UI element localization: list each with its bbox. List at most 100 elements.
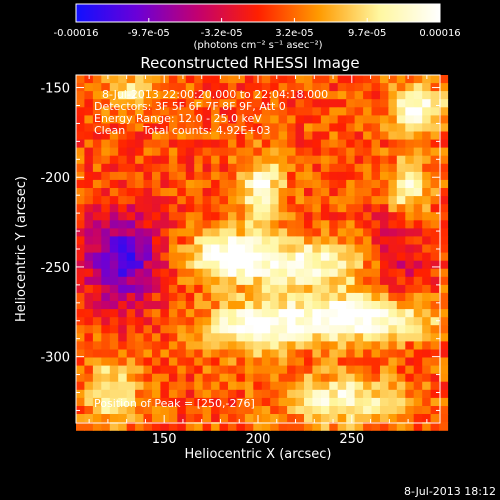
heatmap-cell [211,99,221,108]
heatmap-cell [219,284,229,294]
heatmap-cell [380,131,389,141]
heatmap-cell [337,83,347,92]
heatmap-cell [109,284,119,294]
heatmap-cell [430,236,440,246]
heatmap-cell [84,220,94,229]
heatmap-cell [143,325,153,334]
heatmap-cell [413,155,423,165]
heatmap-cell [160,83,170,92]
heatmap-cell [270,204,280,213]
heatmap-cell [143,357,153,367]
heatmap-cell [363,333,373,342]
heatmap-cell [304,220,313,229]
heatmap-cell [202,171,212,181]
heatmap-cell [211,188,221,197]
heatmap-cell [304,228,313,238]
heatmap-cell [405,123,415,133]
heatmap-cell [346,309,356,318]
heatmap-cell [228,179,237,189]
heatmap-cell [135,317,145,326]
heatmap-cell [346,220,356,229]
heatmap-cell [109,123,119,133]
heatmap-cell [304,284,313,294]
heatmap-cell [152,309,161,318]
heatmap-cell [143,422,153,431]
heatmap-cell [211,349,221,359]
heatmap-cell [219,179,229,189]
heatmap-cell [92,406,102,415]
heatmap-cell [354,155,364,165]
heatmap-cell [135,389,145,399]
heatmap-cell [160,196,170,205]
heatmap-cell [329,284,339,294]
heatmap-cell [236,123,246,133]
heatmap-cell [160,397,170,407]
heatmap-cell [278,397,288,407]
heatmap-cell [439,91,449,100]
heatmap-cell [202,147,212,157]
heatmap-cell [388,260,398,270]
heatmap-cell [304,171,313,181]
heatmap-cell [219,196,229,205]
heatmap-cell [346,91,356,100]
heatmap-cell [109,365,119,375]
heatmap-cell [312,341,322,351]
heatmap-cell [211,179,221,189]
heatmap-cell [413,268,423,278]
heatmap-cell [388,139,398,149]
heatmap-cell [185,75,195,84]
heatmap-cell [76,373,85,383]
heatmap-cell [439,139,449,149]
heatmap-cell [152,139,161,149]
heatmap-cell [320,75,330,84]
heatmap-cell [380,196,389,205]
heatmap-cell [405,139,415,149]
heatmap-cell [92,131,102,141]
heatmap-cell [135,107,145,116]
heatmap-cell [126,389,136,399]
heatmap-cell [354,131,364,141]
heatmap-cell [439,147,449,157]
heatmap-cell [337,252,347,262]
heatmap-cell [439,155,449,165]
heatmap-cell [422,414,432,423]
heatmap-cell [354,301,364,310]
heatmap-cell [101,389,111,399]
heatmap-cell [278,252,288,262]
heatmap-cell [202,83,212,92]
heatmap-cell [135,260,145,270]
heatmap-cell [152,341,161,351]
heatmap-cell [337,179,347,189]
heatmap-cell [363,317,373,326]
heatmap-cell [363,179,373,189]
heatmap-cell [287,381,297,391]
heatmap-cell [270,244,280,254]
heatmap-cell [109,155,119,165]
heatmap-cell [320,414,330,423]
heatmap-cell [135,212,145,221]
heatmap-cell [363,422,373,431]
heatmap-cell [143,333,153,342]
heatmap-cell [413,171,423,181]
heatmap-cell [363,83,373,92]
heatmap-cell [396,163,406,173]
heatmap-cell [84,349,94,359]
heatmap-cell [244,115,254,125]
heatmap-cell [202,373,212,383]
heatmap-cell [202,268,212,278]
heatmap-cell [219,325,229,334]
heatmap-cell [337,212,347,221]
heatmap-cell [168,406,178,415]
heatmap-cell [287,309,297,318]
heatmap-cell [371,301,381,310]
heatmap-cell [135,422,145,431]
heatmap-cell [76,244,85,254]
heatmap-cell [76,155,85,165]
heatmap-cell [304,341,313,351]
heatmap-cell [194,139,204,149]
heatmap-cell [278,236,288,246]
heatmap-cell [185,333,195,342]
heatmap-cell [278,83,288,92]
heatmap-cell [177,357,187,367]
heatmap-cell [363,204,373,213]
